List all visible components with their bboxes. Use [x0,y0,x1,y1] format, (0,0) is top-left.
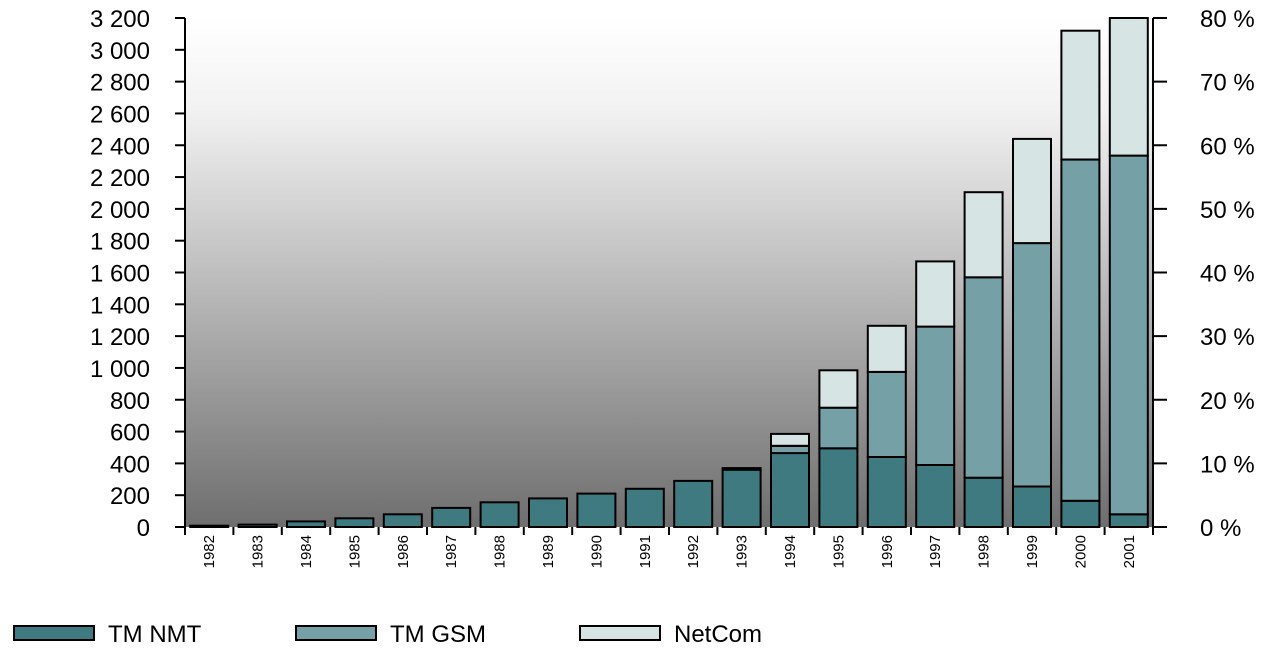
bars-group [189,17,1149,529]
plot-background [185,18,1153,527]
bar-tm-nmt-1985 [334,517,375,528]
bar-tm-nmt-1991 [624,487,665,528]
bar-tm-gsm-2000 [1060,158,1101,502]
legend-label-netcom: NetCom [674,621,762,648]
y-right-tick-label: 60 % [1200,133,1255,160]
bar-netcom-1999 [1012,137,1052,245]
x-tick-label: 1985 [346,535,363,568]
x-tick-label: 2001 [1121,535,1138,568]
y-right-tick-label: 20 % [1200,388,1255,415]
y-left-tick-label: 600 [110,420,150,447]
bar-tm-gsm-1994 [770,444,810,455]
y-left-tick-label: 3 000 [90,38,150,65]
bar-tm-gsm-1997 [915,325,956,466]
bar-tm-nmt-1992 [673,479,714,528]
legend-label-tm-gsm: TM GSM [390,621,486,648]
legend-swatch-netcom [579,625,661,641]
bar-netcom-1996 [866,324,907,373]
bar-tm-nmt-1997 [915,464,956,528]
y-left-tick-label: 1 000 [90,356,150,383]
bar-tm-nmt-1983 [237,523,278,528]
x-tick-label: 2000 [1072,535,1089,568]
legend: TM NMT TM GSM NetCom [13,621,762,648]
bar-tm-gsm-1998 [963,276,1004,479]
bar-tm-nmt-1995 [818,447,859,528]
bar-netcom-1997 [915,260,956,328]
y-left-tick-label: 400 [110,451,150,478]
bar-tm-nmt-1987 [431,506,472,528]
bar-tm-nmt-1986 [382,513,423,528]
bar-tm-gsm-1995 [818,406,859,450]
bar-tm-nmt-1998 [963,476,1004,529]
x-tick-label: 1983 [250,535,267,568]
y-left-tick-label: 200 [110,483,150,510]
bar-netcom-1998 [963,191,1004,279]
y-left-tick-label: 2 200 [90,165,150,192]
bar-tm-nmt-1989 [528,497,568,528]
x-tick-label: 1987 [443,535,460,568]
y-right-tick-label: 80 % [1200,6,1255,33]
bar-tm-nmt-1999 [1012,485,1052,528]
x-tick-label: 1999 [1024,535,1041,568]
y-right-tick-label: 70 % [1200,70,1255,97]
y-left-tick-label: 2 400 [90,133,150,160]
x-tick-label: 1995 [830,535,847,568]
y-left-tick-label: 1 200 [90,324,150,351]
bar-netcom-2000 [1060,29,1101,161]
bar-netcom-1995 [818,369,859,409]
bar-tm-nmt-2001 [1108,513,1149,528]
y-left-tick-label: 1 600 [90,261,150,288]
x-tick-label: 1996 [879,535,896,568]
y-left-tick-label: 3 200 [90,6,150,33]
bar-tm-nmt-1996 [866,456,907,528]
legend-label-tm-nmt: TM NMT [108,621,202,648]
y-left-tick-label: 800 [110,388,150,415]
x-tick-label: 1991 [637,535,654,568]
y-right-tick-label: 40 % [1200,261,1255,288]
bar-tm-nmt-1990 [576,492,617,529]
legend-swatch-tm-gsm [295,625,377,641]
bar-tm-nmt-1988 [479,501,520,528]
y-left-tick-label: 2 800 [90,70,150,97]
y-left-tick-label: 2 000 [90,197,150,224]
x-tick-label: 1994 [782,535,799,568]
bar-tm-nmt-2000 [1060,499,1101,528]
bar-tm-gsm-1993 [721,467,762,471]
legend-swatch-tm-nmt [13,625,95,641]
y-left-tick-label: 1 800 [90,229,150,256]
y-left-tick-label: 0 [137,515,150,542]
bar-tm-gsm-2001 [1108,154,1149,516]
bar-tm-gsm-1999 [1012,242,1052,488]
bar-netcom-2001 [1108,17,1149,157]
y-right-tick-label: 0 % [1200,515,1241,542]
x-tick-label: 1997 [927,535,944,568]
y-left-tick-label: 1 400 [90,292,150,319]
x-tick-label: 1982 [201,535,218,568]
y-right-tick-label: 50 % [1200,197,1255,224]
y-right-tick-label: 30 % [1200,324,1255,351]
axes-group: 1982 1983 1984 1985 1986 1987 1988 1989 1990 1991… [90,6,1255,568]
bar-tm-nmt-1984 [286,520,326,529]
bar-tm-nmt-1993 [721,468,762,529]
y-right-tick-label: 10 % [1200,451,1255,478]
x-tick-label: 1984 [298,535,315,568]
x-tick-label: 1989 [540,535,557,568]
bar-tm-nmt-1994 [770,452,810,528]
x-tick-label: 1998 [976,535,993,568]
x-tick-label: 1992 [685,535,702,568]
x-tick-label: 1986 [395,535,412,568]
bar-tm-gsm-1996 [866,370,907,458]
x-tick-label: 1988 [492,535,509,568]
y-left-tick-label: 2 600 [90,101,150,128]
x-tick-label: 1990 [588,535,605,568]
x-tick-label: 1993 [734,535,751,568]
bar-tm-nmt-1982 [189,524,230,529]
bar-netcom-1994 [770,432,810,447]
